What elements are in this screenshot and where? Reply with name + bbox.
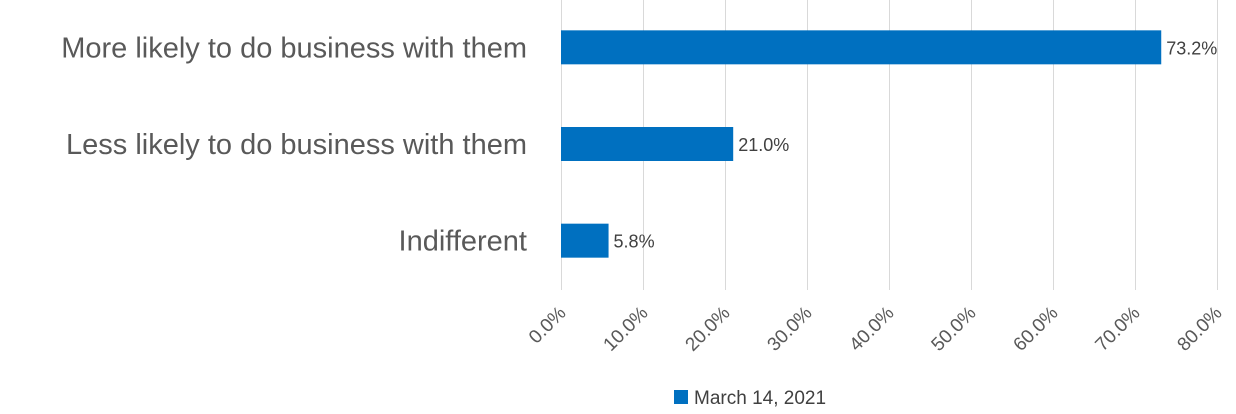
x-tick-label-1: 10.0% [600,303,653,356]
x-tick-label-0: 0.0% [525,303,571,349]
data-labels: 73.2% 21.0% 5.8% [614,38,1218,251]
x-tick-label-7: 70.0% [1092,303,1145,356]
x-tick-label-4: 40.0% [846,303,899,356]
x-tick-label-6: 60.0% [1010,303,1063,356]
x-tick-label-3: 30.0% [764,303,817,356]
bar-2 [561,223,609,258]
category-label-1: Less likely to do business with them [66,129,527,161]
bars [561,30,1162,258]
category-label-0: More likely to do business with them [61,32,527,64]
legend-label: March 14, 2021 [694,388,826,409]
bar-0 [561,30,1162,65]
legend: March 14, 2021 [674,388,826,409]
x-tick-label-2: 20.0% [682,303,735,356]
data-label-2: 5.8% [614,232,655,252]
legend-swatch [674,390,688,404]
data-label-0: 73.2% [1166,38,1217,58]
x-tick-label-8: 80.0% [1174,303,1227,356]
category-labels: More likely to do business with them Less… [61,32,527,257]
data-label-1: 21.0% [738,135,789,155]
category-label-2: Indifferent [399,226,527,258]
bar-1 [561,127,734,161]
x-tick-label-5: 50.0% [928,303,981,356]
x-axis-tick-labels: 0.0% 10.0% 20.0% 30.0% 40.0% 50.0% 60.0% 70.0% 8… [525,303,1227,356]
